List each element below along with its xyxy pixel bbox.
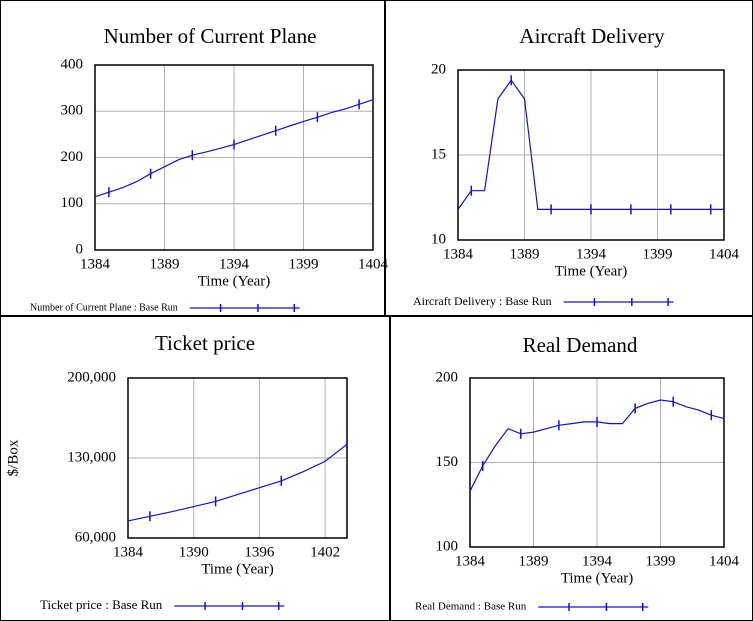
x-axis-label: Time (Year) [555,263,628,279]
x-tick-label: 1396 [244,544,275,560]
x-tick-label: 1404 [709,553,740,569]
y-tick-label: 15 [431,146,446,162]
y-tick-label: 10 [431,231,446,247]
x-tick-label: 1389 [150,256,180,272]
legend-label: Ticket price : Base Run [40,597,163,612]
x-tick-label: 1394 [576,246,607,262]
x-tick-label: 1404 [709,246,740,262]
y-tick-label: 300 [61,103,84,119]
y-tick-label: 100 [61,195,84,211]
x-tick-label: 1384 [80,256,111,272]
y-tick-label: 200,000 [67,369,116,385]
x-tick-label: 1389 [510,246,540,262]
y-tick-label: 400 [61,56,84,72]
chart-title: Real Demand [523,333,638,357]
x-tick-label: 1399 [289,256,319,272]
x-axis-label: Time (Year) [201,561,274,577]
x-tick-label: 1384 [455,553,486,569]
chart-title: Number of Current Plane [104,24,317,48]
x-tick-label: 1404 [358,256,389,272]
plot-frame [94,64,374,251]
chart-title: Aircraft Delivery [519,24,665,48]
y-tick-label: 150 [436,454,459,470]
x-tick-label: 1402 [310,544,340,560]
legend-label: Aircraft Delivery : Base Run [413,294,552,308]
x-tick-label: 1394 [219,256,250,272]
y-tick-label: 200 [61,149,84,165]
x-tick-label: 1399 [643,246,673,262]
series-line [127,443,348,522]
legend-label: Number of Current Plane : Base Run [30,302,178,313]
plot-frame [457,69,725,241]
x-tick-label: 1399 [646,553,676,569]
y-axis-label: $/Box [5,439,21,476]
chart-title: Ticket price [155,331,255,355]
y-tick-label: 130,000 [67,449,116,465]
plot-frame [127,377,348,539]
y-tick-label: 0 [76,241,84,257]
x-tick-label: 1389 [519,553,549,569]
x-axis-label: Time (Year) [561,570,634,586]
y-tick-label: 100 [436,538,459,554]
x-tick-label: 1390 [179,544,209,560]
legend-label: Real Demand : Base Run [415,601,527,613]
x-axis-label: Time (Year) [198,273,271,289]
x-tick-label: 1384 [113,544,144,560]
y-tick-label: 20 [431,61,446,77]
plot-frame [469,377,725,548]
y-tick-label: 60,000 [75,529,116,545]
x-tick-label: 1384 [443,246,474,262]
x-tick-label: 1394 [582,553,613,569]
y-tick-label: 200 [436,369,459,385]
